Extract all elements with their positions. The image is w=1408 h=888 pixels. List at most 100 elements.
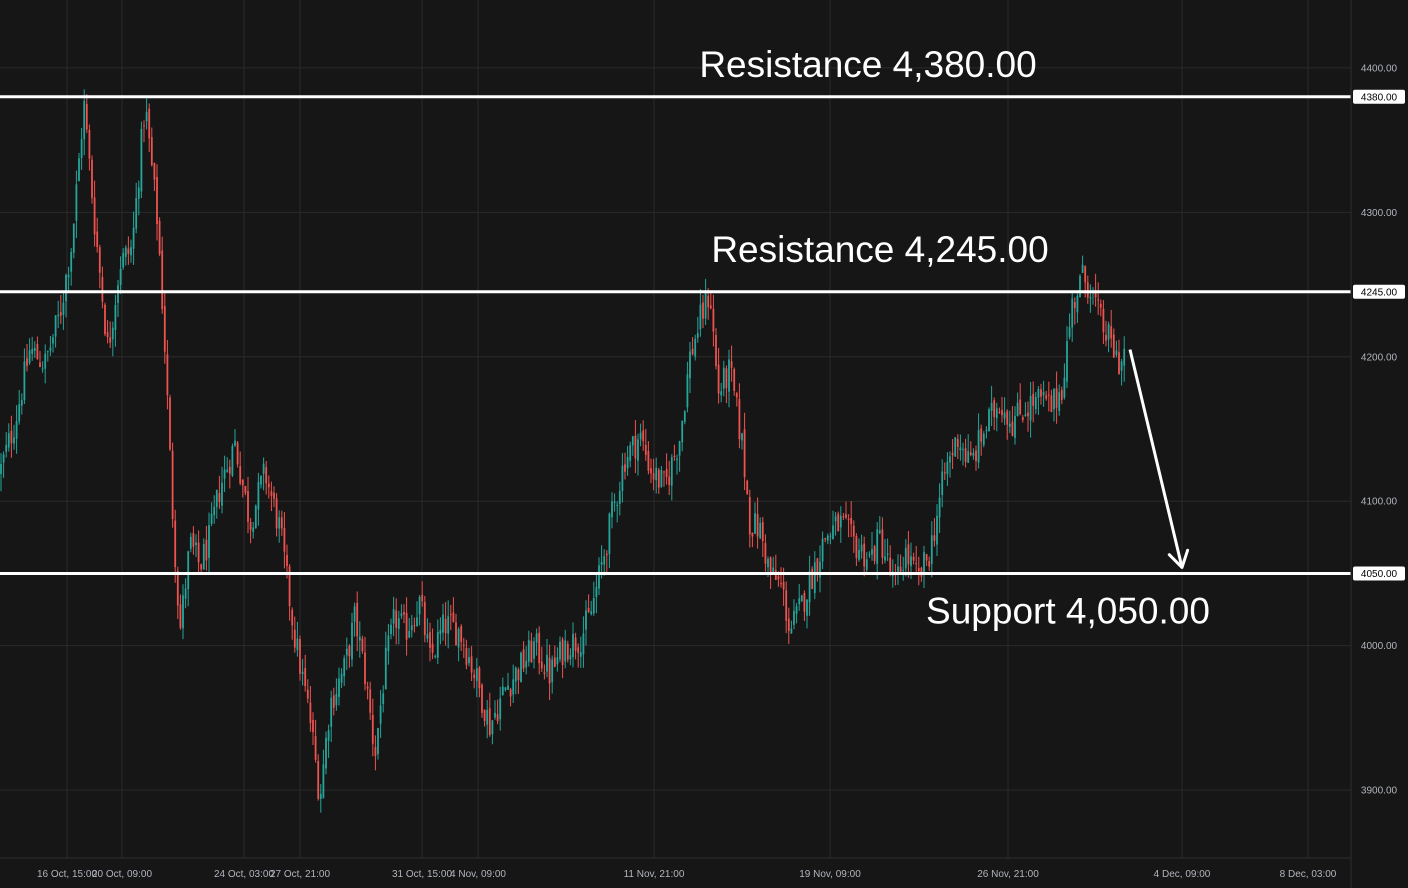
- candle-body: [858, 550, 860, 560]
- candle-body: [369, 689, 372, 713]
- candle-body: [296, 638, 299, 651]
- price-tick-label: 3900.00: [1361, 786, 1398, 797]
- candle-body: [717, 364, 720, 394]
- candle-body: [530, 640, 533, 663]
- candle-body: [239, 466, 242, 484]
- price-axis[interactable]: 3900.00 4000.00 4100.00 4200.00 4300.00 4400.…: [1353, 63, 1405, 797]
- candle-body: [221, 482, 223, 506]
- candle-body: [423, 602, 426, 636]
- candle-body: [75, 184, 78, 221]
- candle-body: [306, 689, 309, 699]
- candle-body: [267, 483, 270, 488]
- time-tick-label: 20 Oct, 09:00: [92, 869, 152, 880]
- candle-body: [249, 522, 252, 530]
- candle-body: [392, 609, 395, 624]
- candle-body: [317, 760, 320, 799]
- candle-body: [322, 764, 325, 799]
- candle-body: [686, 374, 689, 408]
- candle-body: [330, 697, 333, 727]
- candle-body: [111, 327, 114, 340]
- candle-body: [358, 636, 361, 641]
- candle-body: [280, 517, 283, 529]
- candle-body: [509, 689, 512, 697]
- candle-body: [754, 513, 756, 534]
- candle-body: [808, 571, 811, 603]
- candle-body: [655, 467, 658, 481]
- candlesticks: [0, 89, 1126, 813]
- candle-body: [41, 368, 44, 370]
- candle-body: [1112, 334, 1115, 358]
- candle-body: [1040, 389, 1042, 397]
- price-tick-label: 4000.00: [1361, 641, 1398, 652]
- candle-body: [397, 618, 400, 629]
- annotation-resistance-4380: Resistance 4,380.00: [699, 44, 1036, 85]
- candle-body: [169, 397, 171, 450]
- candle-body: [1006, 411, 1009, 425]
- candle-body: [652, 473, 655, 480]
- candle-body: [405, 612, 408, 640]
- candle-body: [275, 498, 278, 529]
- candle-body: [247, 491, 249, 522]
- candle-body: [832, 525, 834, 539]
- candle-body: [1089, 296, 1092, 299]
- candle-body: [332, 695, 335, 708]
- candle-body: [348, 645, 351, 657]
- candle-body: [364, 652, 366, 685]
- candle-body: [200, 564, 203, 570]
- candle-body: [785, 590, 788, 621]
- candle-body: [985, 429, 988, 431]
- candle-body: [743, 429, 746, 478]
- candle-body: [949, 456, 951, 463]
- candle-body: [790, 628, 793, 634]
- candle-body: [483, 709, 486, 721]
- level-price-tag: [1353, 566, 1405, 581]
- candle-body: [540, 661, 543, 669]
- candle-body: [527, 640, 530, 662]
- candle-body: [1055, 388, 1058, 408]
- candle-body: [1011, 421, 1014, 436]
- candle-body: [345, 648, 348, 656]
- candle-body: [564, 640, 567, 662]
- candle-body: [319, 793, 322, 800]
- candle-body: [15, 421, 18, 439]
- annotation-support-4050: Support 4,050.00: [926, 590, 1210, 631]
- grid-lines: [0, 0, 1351, 858]
- candle-body: [262, 463, 265, 474]
- candle-body: [715, 335, 717, 366]
- candle-body: [156, 176, 158, 225]
- candle-body: [421, 594, 424, 602]
- candle-body: [660, 469, 663, 488]
- candle-body: [481, 684, 483, 713]
- candle-body: [852, 525, 855, 537]
- candle-body: [772, 567, 775, 575]
- candle-body: [793, 610, 795, 625]
- candle-body: [767, 558, 769, 568]
- candle-body: [434, 655, 437, 657]
- candle-body: [70, 252, 73, 272]
- candle-body: [387, 635, 390, 652]
- candle-body: [184, 588, 187, 599]
- candle-body: [400, 613, 403, 617]
- candle-body: [137, 187, 140, 199]
- candle-body: [431, 643, 434, 653]
- candle-body: [847, 518, 850, 520]
- candle-body: [85, 103, 88, 130]
- candle-body: [470, 656, 473, 673]
- candle-body: [907, 544, 910, 565]
- candle-body: [741, 433, 743, 441]
- candle-body: [80, 139, 83, 159]
- candle-body: [254, 505, 257, 529]
- candle-body: [764, 543, 767, 564]
- candle-body: [1008, 423, 1011, 427]
- level-price-tag: [1353, 284, 1405, 299]
- candle-body: [936, 515, 938, 545]
- candle-body: [0, 464, 2, 475]
- candle-body: [278, 517, 281, 529]
- candle-body: [390, 624, 392, 635]
- candle-body: [551, 659, 554, 683]
- candle-body: [260, 476, 262, 485]
- candle-body: [223, 469, 226, 479]
- candle-body: [439, 629, 442, 635]
